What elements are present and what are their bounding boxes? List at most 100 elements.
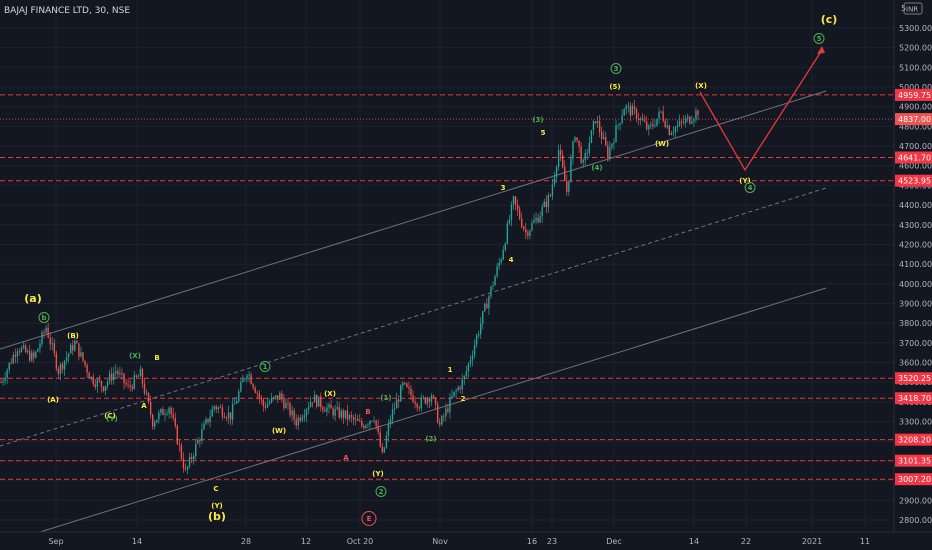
candle-body xyxy=(254,387,256,393)
candle-body xyxy=(377,425,379,433)
candle-body xyxy=(605,137,607,146)
channel-line xyxy=(0,187,827,447)
candle-body xyxy=(416,403,418,408)
candle-body xyxy=(113,373,115,381)
y-tick-label: 4600.00 xyxy=(899,162,932,171)
candle-body xyxy=(213,406,215,409)
candle-body xyxy=(106,381,109,386)
candle-body xyxy=(199,439,201,442)
candle-body xyxy=(613,141,615,144)
candle-body xyxy=(361,420,363,426)
candle-body xyxy=(94,384,96,387)
wave-label: E xyxy=(367,515,372,523)
candle-body xyxy=(379,432,381,447)
candle-body xyxy=(65,357,68,361)
price-badges: 4959.75 4641.70 4523.95 3520.25 3418.70 3208.… xyxy=(895,88,932,486)
wave-label: (4) xyxy=(591,164,602,172)
candle-body xyxy=(646,121,648,130)
candle-body xyxy=(344,410,347,418)
candle-body xyxy=(162,408,164,416)
level-badge-label: 4959.75 xyxy=(898,91,931,100)
candle-body xyxy=(477,333,480,336)
y-tick-label: 3600.00 xyxy=(899,359,932,368)
y-tick-label: 2800.00 xyxy=(899,516,932,525)
candle-body xyxy=(691,121,693,124)
candle-body xyxy=(660,111,662,113)
candle-body xyxy=(176,425,178,445)
candle-body xyxy=(156,419,158,423)
candle-body xyxy=(354,418,357,420)
candle-body xyxy=(584,153,586,161)
candle-body xyxy=(330,404,332,409)
candle-body xyxy=(463,376,465,380)
candle-body xyxy=(92,376,94,385)
candle-body xyxy=(121,372,123,374)
candle-body xyxy=(359,420,361,422)
time-axis-ticks: Sep 14 28 12 Oct 20 Nov 16 23 Dec 14 22 2021 11 xyxy=(48,537,870,546)
time-axis-panel[interactable] xyxy=(0,532,932,550)
candle-body xyxy=(367,424,369,426)
candle-body xyxy=(486,303,488,309)
candle-body xyxy=(685,118,687,123)
candle-body xyxy=(234,403,236,405)
candle-body xyxy=(664,120,666,128)
candle-body xyxy=(619,123,621,125)
wave-circle xyxy=(744,182,756,193)
x-tick-label: 12 xyxy=(301,537,311,546)
candle-body xyxy=(480,323,482,334)
candle-body xyxy=(322,407,324,410)
wave-labels: (a) (b) (c) (A) (B) (C) (X) (X) (X) (W) (W) (Y) (Y) (… xyxy=(24,13,837,526)
wave-label: (X) xyxy=(129,352,141,360)
candle-body xyxy=(387,424,390,436)
candle-body xyxy=(188,456,191,467)
candle-body xyxy=(680,121,683,122)
candle-body xyxy=(447,408,449,412)
candle-body xyxy=(49,337,51,345)
wave-circle xyxy=(813,33,825,44)
candle-body xyxy=(611,143,613,148)
candle-body xyxy=(576,137,578,141)
candle-body xyxy=(373,420,375,422)
candle-body xyxy=(309,402,312,407)
candle-body xyxy=(270,397,273,403)
candle-body xyxy=(514,196,517,205)
candle-body xyxy=(656,118,658,126)
candle-body xyxy=(160,408,162,413)
candle-body xyxy=(287,403,289,405)
wave-projection xyxy=(699,46,825,172)
candle-body xyxy=(346,410,349,420)
candle-body xyxy=(566,180,568,192)
candle-body xyxy=(348,415,351,420)
candle-body xyxy=(393,408,396,410)
candle-body xyxy=(650,124,652,126)
wave-label: (1) xyxy=(380,394,391,402)
candle-body xyxy=(342,410,345,418)
candle-body xyxy=(307,406,310,410)
candle-body xyxy=(328,404,330,408)
candle-body xyxy=(580,146,582,163)
candle-body xyxy=(553,176,556,185)
wave-label: A xyxy=(343,454,349,462)
candle-body xyxy=(457,387,459,391)
candle-body xyxy=(467,363,470,372)
candle-body xyxy=(609,147,611,159)
candle-body xyxy=(104,385,107,392)
wave-label: C xyxy=(213,485,218,493)
candle-body xyxy=(674,127,677,133)
candle-body xyxy=(428,398,431,402)
currency-badge[interactable] xyxy=(903,2,923,15)
candle-body xyxy=(590,130,593,143)
candle-body xyxy=(570,158,572,182)
candle-body xyxy=(262,399,265,407)
candle-body xyxy=(644,120,646,122)
level-badge xyxy=(895,151,932,164)
candle-body xyxy=(637,118,640,120)
candle-body xyxy=(537,218,539,223)
wave-label: 5 xyxy=(541,129,546,137)
y-tick-label: 5200.00 xyxy=(899,44,932,53)
level-badge xyxy=(895,372,932,385)
candle-body xyxy=(500,259,502,263)
candle-body xyxy=(594,121,597,124)
candle-body xyxy=(205,418,207,424)
